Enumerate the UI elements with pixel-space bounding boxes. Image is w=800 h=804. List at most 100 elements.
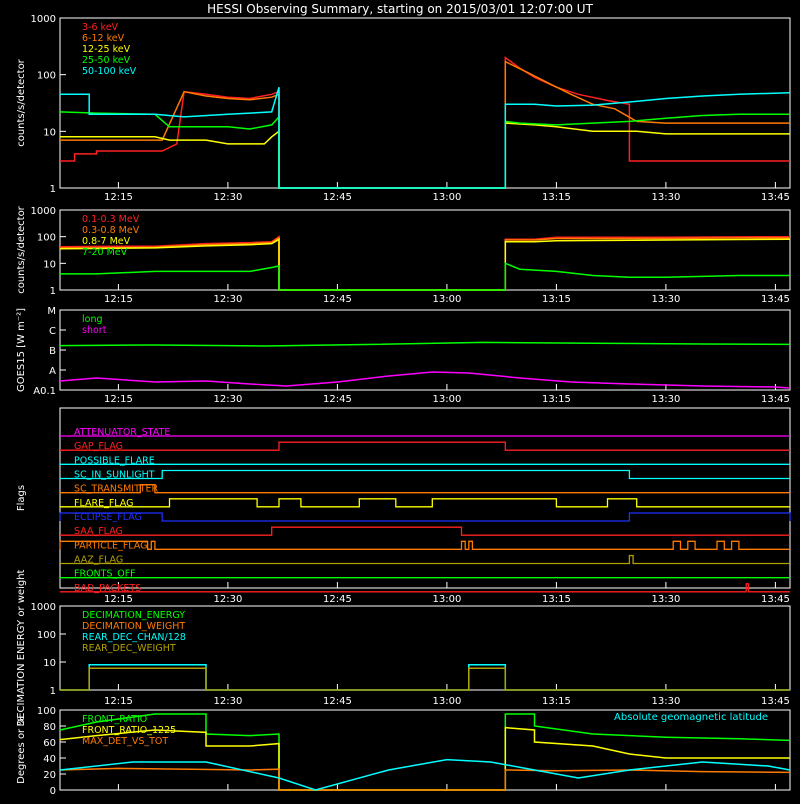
counts-mev-series-line — [59, 237, 791, 291]
page-title: HESSI Observing Summary, starting on 201… — [207, 2, 593, 16]
counts-energy-series-line — [60, 86, 791, 189]
decimation-xtick-label: 12:30 — [213, 696, 242, 707]
goes-xtick-label: 12:15 — [104, 394, 133, 405]
goes-frame — [59, 309, 791, 391]
goes-series-line — [59, 371, 791, 389]
flag-line — [60, 469, 790, 480]
ratios-ytick-label: 80 — [43, 722, 56, 733]
counts-energy-ytick-label: 100 — [37, 71, 56, 82]
counts-mev-xtick-label: 13:45 — [761, 294, 790, 305]
decimation-ytick-label: 1000 — [31, 602, 56, 613]
counts-energy-series-line — [60, 60, 790, 189]
ratios-ytick-label: 40 — [43, 754, 56, 765]
ratios-legend-entry: MAX_DET_VS_TOT — [82, 736, 168, 747]
counts-energy-xtick-label: 12:30 — [213, 192, 242, 203]
counts-mev-xtick-label: 12:30 — [213, 294, 242, 305]
flags-xtick-label: 13:30 — [651, 594, 680, 605]
decimation-legend-entry: REAR_DEC_WEIGHT — [82, 643, 176, 654]
flags-xtick-label: 12:15 — [104, 594, 133, 605]
goes-xtick-label: 13:15 — [542, 394, 571, 405]
goes-xtick-label: 12:45 — [323, 394, 352, 405]
flag-label: BAD_PACKETS — [74, 583, 141, 594]
counts-mev-xtick-label: 12:45 — [323, 294, 352, 305]
flag-line — [60, 498, 790, 508]
counts-mev-xtick-label: 13:30 — [651, 294, 680, 305]
ratios-ytick-label: 0 — [50, 786, 56, 797]
counts-mev-series-line — [59, 235, 791, 291]
counts-energy-legend-entry: 25-50 keV — [82, 55, 131, 66]
goes-legend-entry: long — [82, 314, 103, 325]
counts-energy-ytick-label: 1 — [50, 184, 56, 195]
flag-label: ATTENUATOR_STATE — [74, 427, 170, 438]
decimation-xtick-label: 12:15 — [104, 696, 133, 707]
goes-xtick-label: 13:00 — [432, 394, 461, 405]
flags-xtick-label: 12:45 — [323, 594, 352, 605]
counts-mev-frame — [59, 209, 791, 291]
counts-energy-series-line — [60, 56, 790, 189]
decimation-xtick-label: 13:00 — [432, 696, 461, 707]
counts-energy-ylabel: counts/s/detector — [16, 58, 27, 146]
ratios-series-line — [59, 758, 791, 791]
flags-frame — [59, 407, 791, 589]
goes-ytick-label: A0.1 — [33, 386, 56, 397]
decimation-xtick-label: 13:30 — [651, 696, 680, 707]
goes-xtick-label: 13:45 — [761, 394, 790, 405]
counts-energy-series-line — [60, 122, 790, 189]
ratios-series-line — [59, 767, 791, 791]
counts-energy-legend-entry: 3-6 keV — [82, 22, 119, 33]
counts-energy-xtick-label: 13:00 — [432, 192, 461, 203]
flag-label: GAP_FLAG — [74, 441, 123, 452]
decimation-legend-entry: REAR_DEC_CHAN/128 — [82, 632, 186, 643]
counts-mev-legend-entry: 0.3-0.8 MeV — [82, 225, 140, 236]
decimation-panel: 1 10 100 1000 DECIMATION ENERGY or weight 12:… — [16, 569, 791, 726]
decimation-xtick-label: 12:45 — [323, 696, 352, 707]
counts-mev-xtick-label: 12:15 — [104, 294, 133, 305]
counts-energy-xtick-label: 13:15 — [542, 192, 571, 203]
decimation-legend-entry: DECIMATION_ENERGY — [82, 610, 185, 621]
counts-energy-xtick-label: 12:45 — [323, 192, 352, 203]
ratios-panel: 0 20 40 60 80 100 Degrees or % FRONT_RATIOFRONT… — [16, 706, 791, 797]
decimation-series-line — [60, 667, 790, 691]
flag-label: POSSIBLE_FLARE — [74, 455, 155, 466]
flags-xtick-label: 13:00 — [432, 594, 461, 605]
counts-mev-ytick-label: 1 — [50, 286, 56, 297]
ratios-ytick-label: 20 — [43, 770, 56, 781]
counts-mev-legend-entry: 0.8-7 MeV — [82, 236, 131, 247]
decimation-ytick-label: 10 — [43, 658, 56, 669]
counts-energy-xtick-label: 12:15 — [104, 192, 133, 203]
flags-xtick-label: 12:30 — [213, 594, 242, 605]
ratios-ytick-label: 100 — [37, 706, 56, 717]
flag-line — [60, 441, 790, 451]
counts-energy-ytick-label: 1000 — [31, 14, 56, 25]
flag-label: FLARE_FLAG — [74, 498, 134, 509]
ratios-annotation: Absolute geomagnetic latitude — [614, 712, 768, 723]
flag-line — [59, 540, 790, 550]
ratios-legend-entry: FRONT_RATIO_1225 — [82, 725, 176, 736]
ratios-ytick-label: 60 — [43, 738, 56, 749]
flag-label: SC_IN_SUNLIGHT — [74, 470, 155, 481]
flags-panel: Flags 12:15 12:30 12:45 13:00 13:15 13:30 13:45… — [16, 407, 791, 605]
ratios-legend-entry: FRONT_RATIO — [82, 714, 147, 725]
flag-label: SAA_FLAG — [74, 526, 123, 537]
goes-ytick-label: A — [49, 366, 56, 377]
decimation-xtick-label: 13:15 — [542, 696, 571, 707]
counts-mev-series-line — [60, 262, 790, 291]
counts-mev-ytick-label: 10 — [43, 259, 56, 270]
flag-line — [60, 526, 790, 536]
flag-label: AAZ_FLAG — [74, 555, 123, 566]
flags-ylabel: Flags — [16, 485, 27, 511]
flag-line — [60, 583, 790, 593]
goes-series-line — [59, 341, 791, 347]
goes-xtick-label: 13:30 — [651, 394, 680, 405]
goes-ytick-label: M — [47, 306, 56, 317]
counts-energy-xtick-label: 13:30 — [651, 192, 680, 203]
flag-line — [60, 484, 790, 494]
counts-mev-ytick-label: 100 — [37, 233, 56, 244]
goes-ytick-label: C — [49, 326, 56, 337]
goes-legend-entry: short — [82, 325, 107, 336]
goes-ytick-label: B — [49, 346, 56, 357]
counts-mev-legend-entry: 0.1-0.3 MeV — [82, 214, 140, 225]
flag-label: ECLIPSE_FLAG — [74, 512, 142, 523]
